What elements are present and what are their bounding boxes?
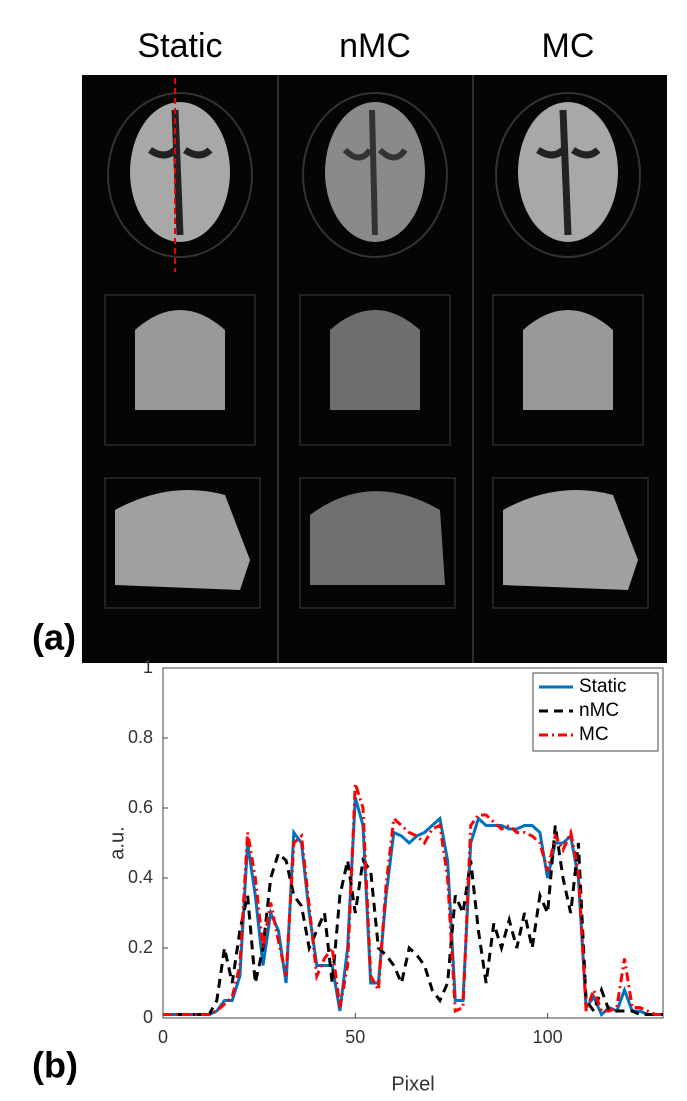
- y-tick-label: 0.6: [128, 797, 153, 817]
- x-axis-label: Pixel: [391, 1073, 434, 1095]
- column-title: Static: [137, 27, 222, 65]
- y-tick-label: 1: [143, 657, 153, 677]
- legend-label: nMC: [579, 700, 619, 721]
- sagittal-row: [104, 477, 649, 609]
- column-title: nMC: [339, 27, 411, 65]
- panel-label: (a): [32, 617, 76, 658]
- legend-label: MC: [579, 724, 609, 745]
- x-tick-label: 100: [533, 1027, 563, 1047]
- column-title: MC: [542, 27, 595, 65]
- plot-frame: [162, 667, 664, 1019]
- x-tick-label: 50: [345, 1027, 365, 1047]
- line: [163, 797, 663, 1018]
- axial-row: [107, 78, 641, 272]
- y-axis-label: a.u.: [106, 826, 128, 859]
- legend-label: Static: [579, 676, 627, 697]
- y-tick-label: 0.8: [128, 727, 153, 747]
- y-tick-label: 0.2: [128, 937, 153, 957]
- coronal-row: [104, 294, 644, 446]
- panel-label: (b): [32, 1045, 78, 1086]
- image-grid: [82, 75, 667, 663]
- x-tick-label: 0: [158, 1027, 168, 1047]
- line: [163, 783, 663, 1016]
- line: [163, 825, 663, 1016]
- y-tick-label: 0: [143, 1007, 153, 1027]
- y-tick-label: 0.4: [128, 867, 153, 887]
